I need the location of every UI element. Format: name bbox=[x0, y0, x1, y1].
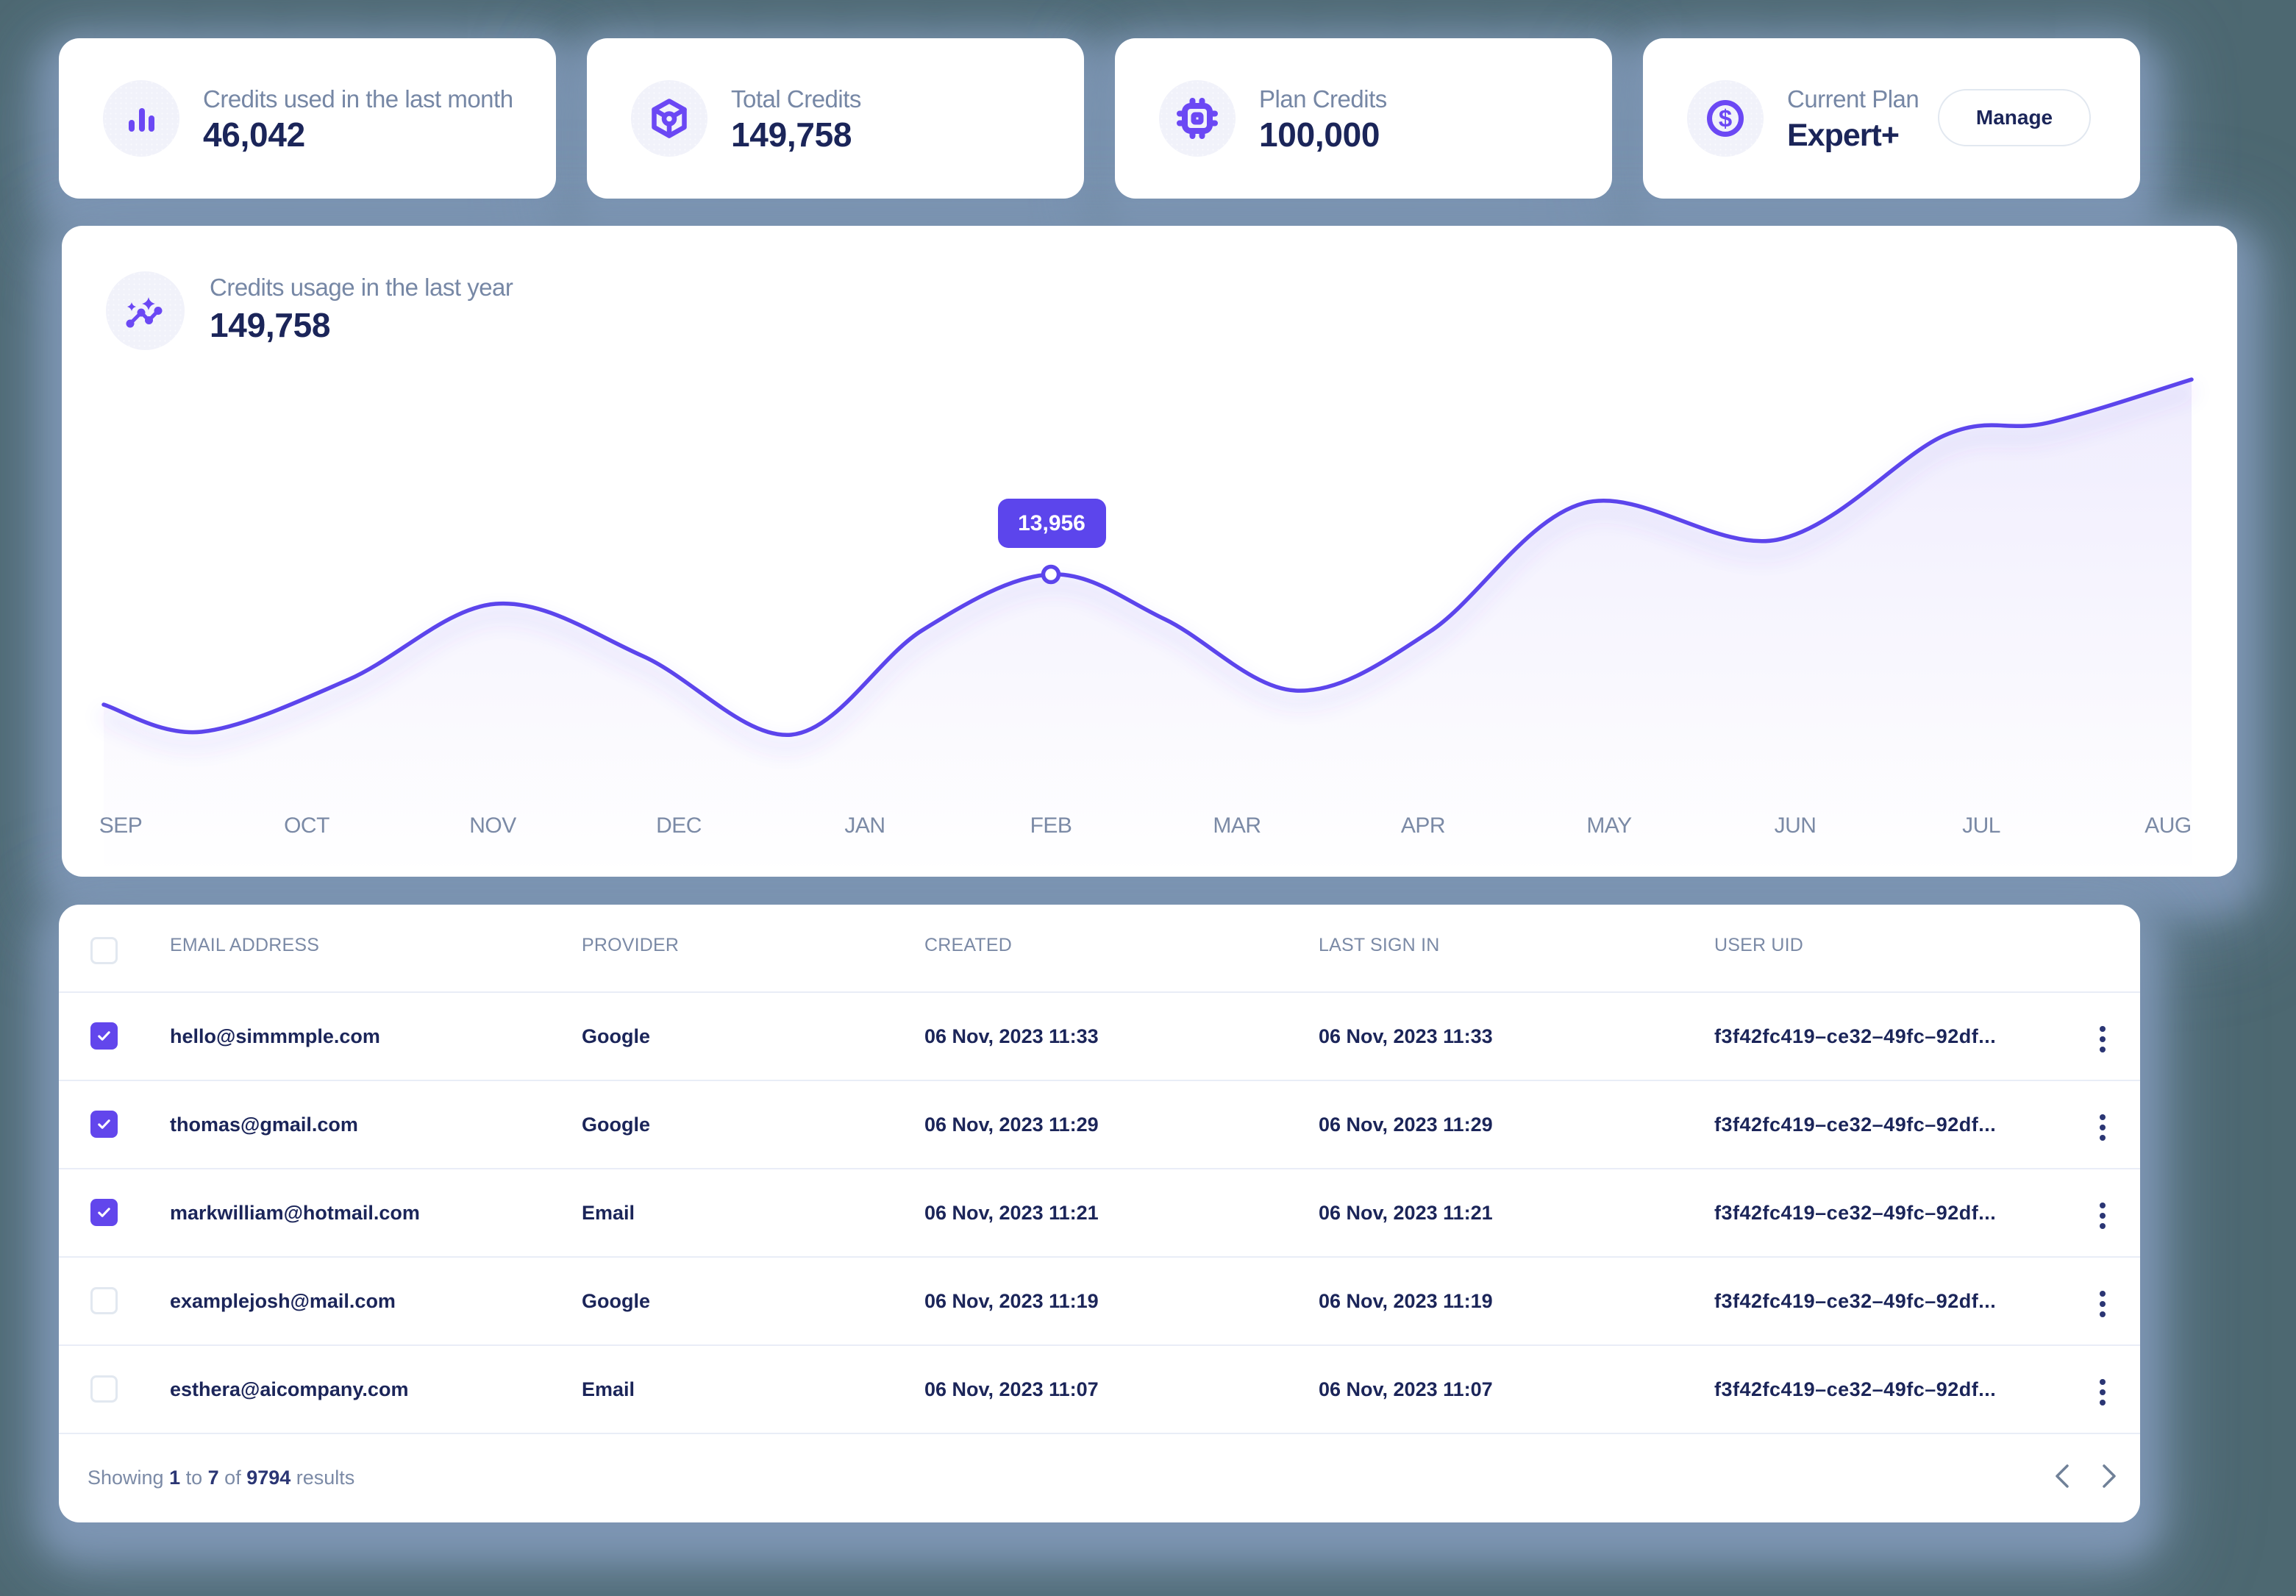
svg-text:13,956: 13,956 bbox=[1018, 511, 1085, 535]
svg-text:$: $ bbox=[1719, 105, 1732, 132]
